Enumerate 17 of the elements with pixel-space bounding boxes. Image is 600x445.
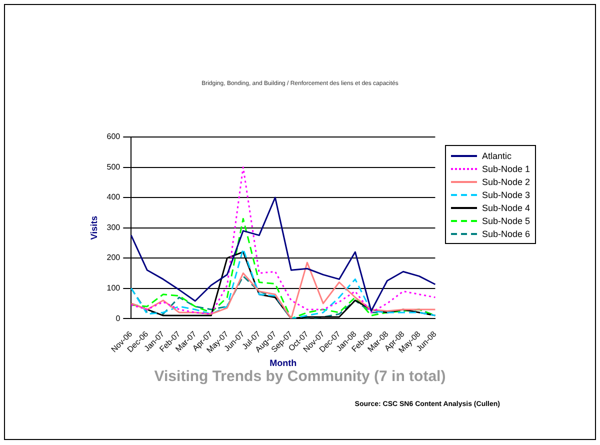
- y-tick-label: 0: [116, 314, 121, 323]
- text: Visiting Trends by Community (7 in total): [153, 368, 447, 385]
- legend-label: Sub-Node 4: [482, 202, 530, 212]
- legend-label: Atlantic: [482, 150, 512, 160]
- x-axis-title: Month: [270, 358, 297, 368]
- y-tick-label: 300: [106, 222, 121, 232]
- y-tick-label: 400: [106, 192, 121, 202]
- legend-label: Sub-Node 2: [482, 176, 530, 186]
- y-tick-label: 600: [106, 132, 121, 142]
- legend-label: Sub-Node 5: [482, 216, 530, 226]
- y-tick-label: 200: [106, 253, 121, 262]
- y-tick-label: 500: [106, 162, 121, 172]
- legend-label: Sub-Node 1: [482, 164, 530, 174]
- y-axis-title: Visits: [88, 216, 99, 240]
- y-tick-label: 100: [106, 283, 121, 292]
- legend-label: Sub-Node 6: [482, 228, 530, 238]
- legend-label: Sub-Node 3: [482, 190, 530, 200]
